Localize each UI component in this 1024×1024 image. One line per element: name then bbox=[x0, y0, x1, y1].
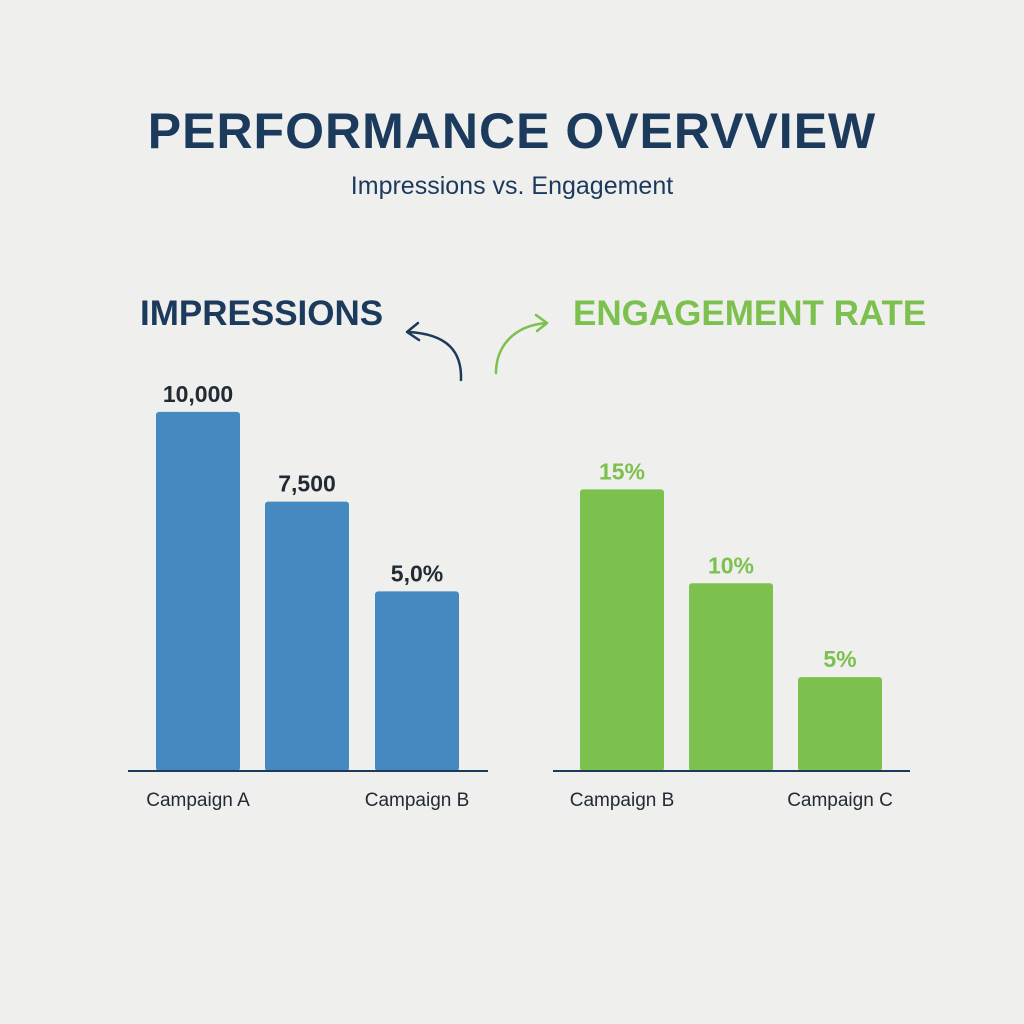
impressions-chart-title: IMPRESSIONS bbox=[140, 294, 384, 333]
page-subtitle: Impressions vs. Engagement bbox=[350, 172, 674, 200]
engagement-data-label-2: 10% bbox=[708, 552, 754, 578]
page-title: PERFORMANCE OVERVVIEW bbox=[147, 103, 877, 159]
impressions-category-label-1: Campaign A bbox=[146, 790, 250, 811]
impressions-data-label-1: 10,000 bbox=[163, 381, 233, 407]
impressions-category-label-3: Campaign B bbox=[365, 790, 470, 811]
engagement-bar-2 bbox=[689, 583, 773, 771]
engagement-category-label-1: Campaign B bbox=[570, 790, 675, 811]
impressions-bar-3 bbox=[375, 591, 459, 771]
impressions-data-label-3: 5,0% bbox=[391, 560, 443, 586]
engagement-bar-1 bbox=[580, 489, 664, 771]
impressions-bar-1 bbox=[156, 411, 240, 771]
left-curved-arrow-icon bbox=[405, 321, 463, 382]
engagement-category-label-3: Campaign C bbox=[787, 790, 893, 811]
impressions-chart: 10,000 Campaign A 7,500 5,0% Campaign B bbox=[128, 381, 488, 811]
engagement-bar-3 bbox=[798, 677, 882, 771]
impressions-data-label-2: 7,500 bbox=[278, 471, 336, 497]
engagement-data-label-1: 15% bbox=[599, 458, 645, 484]
right-curved-arrow-icon bbox=[494, 313, 549, 375]
impressions-bar-2 bbox=[265, 501, 349, 771]
engagement-data-label-3: 5% bbox=[823, 646, 856, 672]
engagement-chart: 15% Campaign B 10% 5% Campaign C bbox=[553, 458, 910, 811]
engagement-chart-title: ENGAGEMENT RATE bbox=[573, 294, 927, 333]
